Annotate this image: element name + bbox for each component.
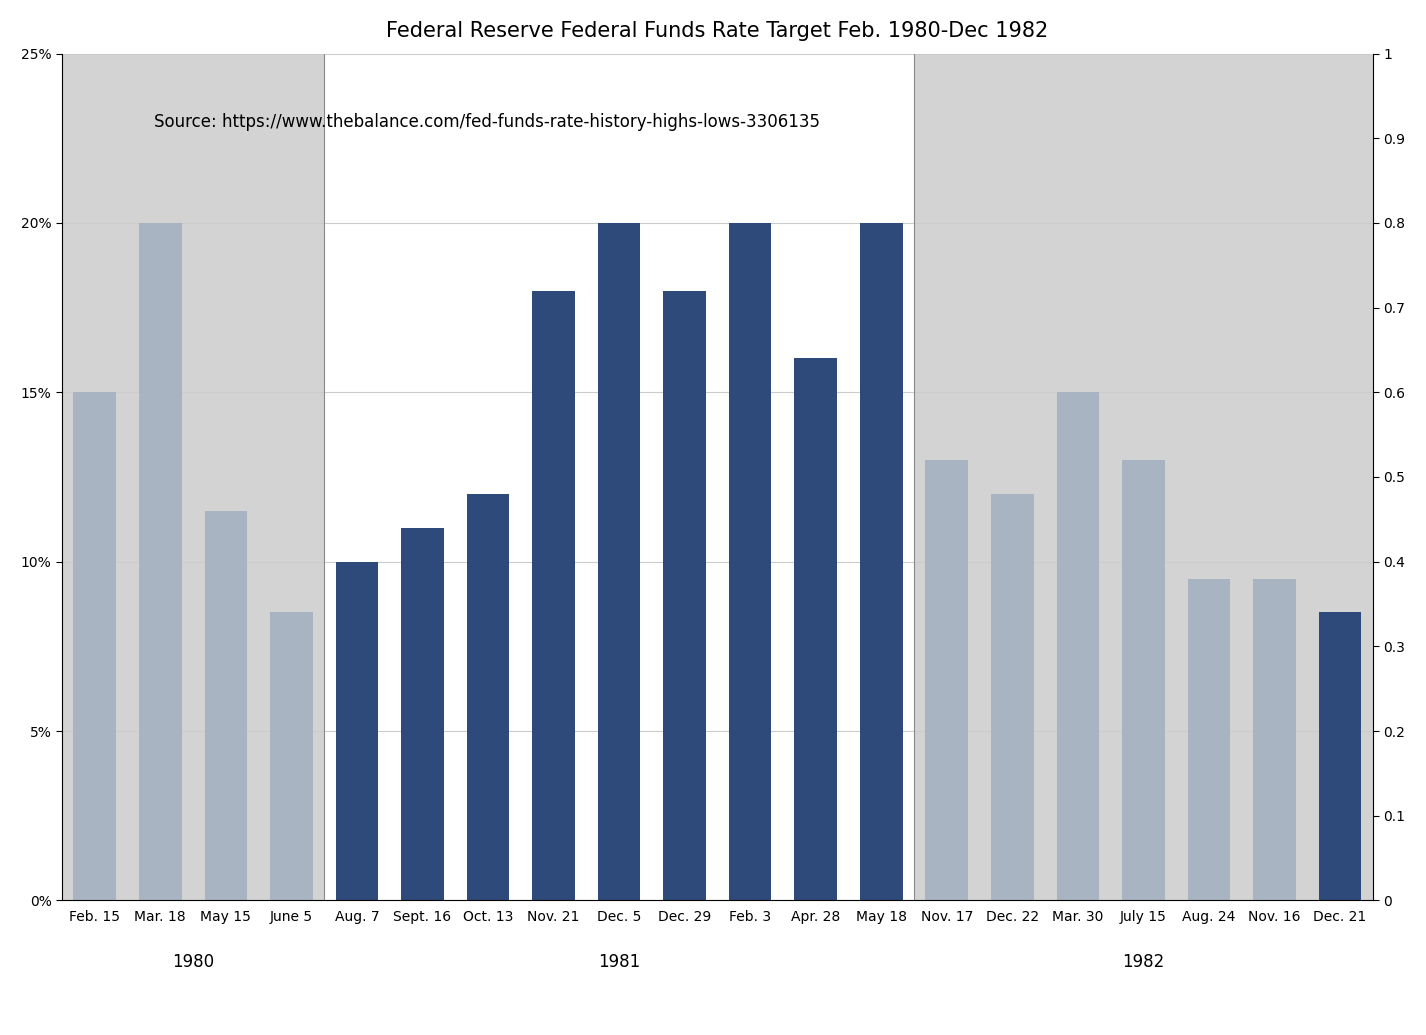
- Bar: [335, 562, 378, 900]
- Bar: [61, 54, 324, 900]
- Text: 1981: 1981: [597, 953, 640, 971]
- Title: Federal Reserve Federal Funds Rate Target Feb. 1980-Dec 1982: Federal Reserve Federal Funds Rate Targe…: [386, 21, 1048, 40]
- Bar: [729, 223, 771, 900]
- Bar: [597, 223, 640, 900]
- Bar: [794, 358, 837, 900]
- Bar: [925, 460, 968, 900]
- Text: 1980: 1980: [173, 953, 214, 971]
- Bar: [204, 511, 247, 900]
- Bar: [74, 392, 116, 900]
- Bar: [1188, 579, 1231, 900]
- Bar: [1319, 613, 1362, 900]
- Bar: [401, 528, 443, 900]
- Text: 1982: 1982: [1122, 953, 1165, 971]
- Bar: [270, 613, 312, 900]
- Text: Source: https://www.thebalance.com/fed-funds-rate-history-highs-lows-3306135: Source: https://www.thebalance.com/fed-f…: [154, 113, 820, 130]
- Bar: [663, 291, 706, 900]
- Bar: [466, 494, 509, 900]
- Bar: [324, 54, 914, 900]
- Bar: [1253, 579, 1296, 900]
- Bar: [914, 54, 1373, 900]
- Bar: [860, 223, 903, 900]
- Bar: [138, 223, 181, 900]
- Bar: [1122, 460, 1165, 900]
- Bar: [991, 494, 1034, 900]
- Bar: [1057, 392, 1099, 900]
- Bar: [532, 291, 575, 900]
